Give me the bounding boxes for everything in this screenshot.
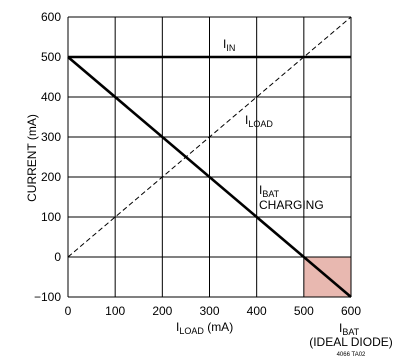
y-axis-label: CURRENT (mA) [25,114,39,202]
plot-area: 600 500 400 300 200 100 0 −100 0 100 200 300 400 500 6… [34,10,361,318]
series-line-iload [67,16,352,258]
y-tick-label: 600 [41,10,61,24]
x-axis-label: ILOAD (mA) [176,320,233,336]
x-tick-label: 0 [65,304,72,318]
iin-label-sub: IN [226,43,235,53]
ibat-label-charging: CHARGING [259,198,324,212]
x-tick-label: 300 [199,304,219,318]
ibat-label: IBAT [259,183,280,199]
iload-label-main: I [245,113,248,127]
x-axis-label-sub: LOAD [179,326,204,336]
figure-code: 4066 TA02 [337,352,366,358]
ibat-diode-label-sub: BAT [342,327,359,337]
y-tick-label: 500 [41,50,61,64]
ibat-diode-label: IBAT [339,321,360,337]
iin-label: IIN [223,37,235,53]
ibat-diode-label-line2: (IDEAL DIODE) [309,335,393,349]
y-tick-label: 200 [41,170,61,184]
x-tick-label: 400 [247,304,267,318]
ibat-label-sub: BAT [262,189,279,199]
y-tick-label: 300 [41,130,61,144]
y-tick-label: 0 [54,250,61,264]
x-tick-label: 600 [341,304,361,318]
ibat-diode-label-main: I [339,321,342,335]
x-axis-label-unit: (mA) [204,320,233,334]
y-tick-label: 100 [41,210,61,224]
y-tick-label: 400 [41,90,61,104]
x-tick-label: 100 [105,304,125,318]
series-line-ibat-charging [67,56,352,298]
x-tick-label: 500 [294,304,314,318]
x-axis-label-main: I [176,320,179,334]
ibat-label-main: I [259,183,262,197]
iload-label-sub: LOAD [248,119,273,129]
iin-label-main: I [223,37,226,51]
y-tick-label: −100 [34,290,61,304]
iload-label: ILOAD [245,113,273,129]
x-tick-label: 200 [152,304,172,318]
